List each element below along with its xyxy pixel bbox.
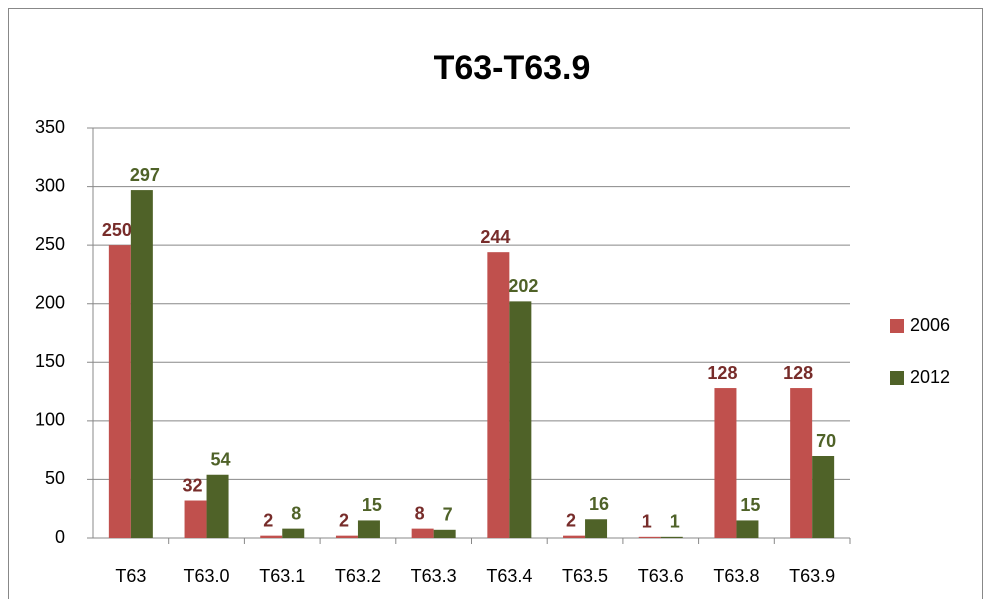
bar: [790, 388, 813, 538]
value-label: 244: [480, 227, 510, 247]
y-tick-label: 200: [35, 292, 65, 312]
value-label: 70: [816, 431, 836, 451]
bar: [206, 474, 229, 538]
bar: [130, 190, 153, 539]
bar: [812, 456, 835, 538]
bar: [260, 535, 283, 538]
value-label: 32: [183, 475, 203, 495]
x-tick-label: T63.2: [335, 566, 381, 586]
bar: [585, 519, 608, 538]
legend-swatch: [890, 319, 904, 333]
value-label: 2: [339, 510, 349, 530]
legend-swatch: [890, 371, 904, 385]
value-label: 7: [443, 505, 453, 525]
legend-label: 2006: [910, 315, 950, 335]
legend-label: 2012: [910, 367, 950, 387]
bar: [184, 500, 207, 538]
x-tick-label: T63.6: [638, 566, 684, 586]
bar: [714, 388, 737, 538]
y-tick-label: 250: [35, 234, 65, 254]
value-label: 8: [415, 503, 425, 523]
value-label: 15: [362, 495, 382, 515]
value-label: 1: [642, 512, 652, 532]
value-label: 128: [783, 363, 813, 383]
y-tick-label: 100: [35, 410, 65, 430]
bar: [282, 528, 305, 538]
y-tick-label: 150: [35, 351, 65, 371]
value-label: 297: [130, 165, 160, 185]
x-tick-label: T63.8: [713, 566, 759, 586]
value-label: 15: [740, 495, 760, 515]
x-tick-label: T63.1: [259, 566, 305, 586]
bar: [563, 535, 586, 538]
y-tick-label: 350: [35, 117, 65, 137]
y-tick-label: 50: [45, 468, 65, 488]
chart-title: T63-T63.9: [434, 49, 591, 87]
value-label: 1: [670, 512, 680, 532]
x-tick-label: T63.3: [411, 566, 457, 586]
x-tick-label: T63.9: [789, 566, 835, 586]
value-label: 54: [211, 449, 231, 469]
value-label: 8: [291, 503, 301, 523]
y-tick-label: 300: [35, 175, 65, 195]
x-tick-label: T63.0: [184, 566, 230, 586]
bar: [433, 529, 456, 538]
value-label: 250: [102, 220, 132, 240]
bar: [509, 301, 532, 538]
value-label: 2: [263, 510, 273, 530]
bar: [487, 252, 510, 538]
bar: [411, 528, 434, 538]
value-label: 16: [589, 494, 609, 514]
x-tick-label: T63: [115, 566, 146, 586]
bar: [736, 520, 759, 538]
y-tick-label: 0: [55, 527, 65, 547]
bar: [108, 245, 131, 538]
value-label: 202: [508, 276, 538, 296]
x-tick-label: T63.4: [486, 566, 532, 586]
x-tick-label: T63.5: [562, 566, 608, 586]
value-label: 128: [707, 363, 737, 383]
bar: [660, 536, 683, 538]
bar: [638, 536, 661, 538]
bar: [335, 535, 358, 538]
value-label: 2: [566, 510, 576, 530]
bar: [357, 520, 380, 538]
